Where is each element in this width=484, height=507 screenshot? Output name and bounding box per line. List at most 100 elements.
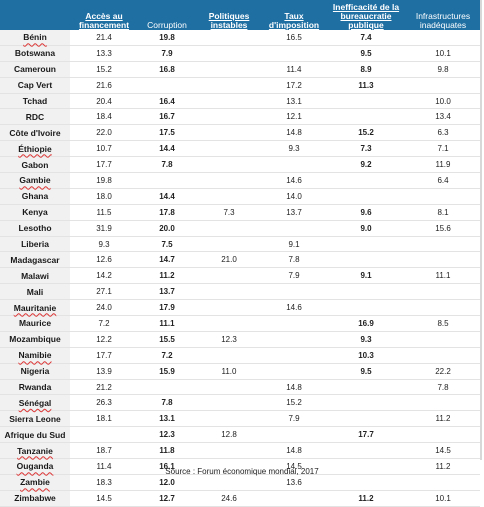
value-cell <box>326 283 406 301</box>
value-cell <box>196 93 262 110</box>
country-cell: Cameroun <box>0 61 70 78</box>
value-cell: 11.2 <box>326 490 406 507</box>
country-name: Mozambique <box>9 334 61 345</box>
country-name: Côte d'Ivoire <box>9 127 61 138</box>
value-cell: 9.3 <box>70 236 138 253</box>
country-name: Malawi <box>21 270 49 281</box>
value-cell: 7.8 <box>138 156 196 174</box>
value-cell: 16.9 <box>326 315 406 332</box>
value-cell: 18.1 <box>70 410 138 428</box>
value-cell: 27.1 <box>70 283 138 301</box>
table-row: Nigeria 13.9 15.9 11.0 9.5 22.2 <box>0 363 480 380</box>
value-cell: 7.9 <box>262 267 326 285</box>
table-header: Accès au financement Corruption Politiqu… <box>0 0 480 30</box>
header-label: Corruption <box>147 20 187 30</box>
header-label: Taux d'imposition <box>268 11 320 30</box>
value-cell <box>406 474 480 491</box>
country-cell: Malawi <box>0 267 70 285</box>
table-row: RDC 18.4 16.7 12.1 13.4 <box>0 108 480 126</box>
table-row: Tchad 20.4 16.4 13.1 10.0 <box>0 93 480 110</box>
header-taux: Taux d'imposition <box>262 0 326 30</box>
value-cell <box>262 490 326 507</box>
country-cell: Mauritanie <box>0 299 70 317</box>
value-cell: 15.2 <box>262 394 326 412</box>
value-cell: 20.0 <box>138 220 196 237</box>
value-cell: 9.8 <box>406 61 480 78</box>
value-cell: 7.9 <box>262 410 326 428</box>
value-cell: 14.8 <box>262 379 326 396</box>
table-row: Kenya 11.5 17.8 7.3 13.7 9.6 8.1 <box>0 204 480 221</box>
value-cell: 10.1 <box>406 490 480 507</box>
value-cell: 22.0 <box>70 124 138 142</box>
value-cell: 8.5 <box>406 315 480 332</box>
table-row: Madagascar 12.6 14.7 21.0 7.8 <box>0 251 480 269</box>
value-cell: 14.8 <box>262 124 326 142</box>
value-cell <box>326 299 406 317</box>
country-cell: Ghana <box>0 188 70 205</box>
source-note: Source : Forum économique mondial, 2017 <box>165 467 319 476</box>
value-cell <box>262 45 326 62</box>
country-name: Sénégal <box>18 397 52 408</box>
value-cell <box>326 458 406 475</box>
value-cell: 11.2 <box>406 410 480 428</box>
value-cell: 12.3 <box>138 426 196 444</box>
value-cell: 17.5 <box>138 124 196 142</box>
value-cell <box>406 426 480 444</box>
table-row: Namibie 17.7 7.2 10.3 <box>0 347 480 364</box>
value-cell: 13.7 <box>138 283 196 301</box>
value-cell <box>196 442 262 460</box>
header-row: Accès au financement Corruption Politiqu… <box>0 0 480 30</box>
value-cell: 13.3 <box>70 45 138 62</box>
value-cell <box>196 61 262 78</box>
country-name: RDC <box>25 111 45 122</box>
value-cell: 15.9 <box>138 363 196 380</box>
country-cell: Afrique du Sud <box>0 426 70 444</box>
country-cell: Sénégal <box>0 394 70 412</box>
value-cell <box>196 124 262 142</box>
table-row: Zambie 18.3 12.0 13.6 <box>0 474 480 491</box>
table-row: Mali 27.1 13.7 <box>0 283 480 301</box>
table-row: Bénin 21.4 19.8 16.5 7.4 <box>0 30 480 46</box>
table-row: Maurice 7.2 11.1 16.9 8.5 <box>0 315 480 332</box>
header-infrastructures: Infrastructures inadéquates <box>406 0 480 30</box>
value-cell: 7.2 <box>70 315 138 332</box>
value-cell <box>406 30 480 46</box>
value-cell <box>262 363 326 380</box>
table-row: Cameroun 15.2 16.8 11.4 8.9 9.8 <box>0 61 480 78</box>
value-cell: 6.3 <box>406 124 480 142</box>
value-cell: 16.5 <box>262 30 326 46</box>
value-cell <box>196 267 262 285</box>
country-cell: Lesotho <box>0 220 70 237</box>
country-name: Éthiopie <box>18 143 52 154</box>
value-cell <box>196 394 262 412</box>
value-cell: 13.9 <box>70 363 138 380</box>
value-cell: 9.0 <box>326 220 406 237</box>
country-name: Mali <box>26 286 44 297</box>
table-row: Malawi 14.2 11.2 7.9 9.1 11.1 <box>0 267 480 285</box>
country-cell: Namibie <box>0 347 70 364</box>
value-cell: 9.5 <box>326 45 406 62</box>
value-cell: 14.5 <box>262 458 326 475</box>
header-bureaucratie: Inefficacité de la bureaucratie publique <box>326 0 406 30</box>
country-name: Lesotho <box>18 223 52 234</box>
value-cell <box>138 379 196 396</box>
value-cell: 10.3 <box>326 347 406 364</box>
header-country <box>0 0 70 30</box>
country-name: Kenya <box>22 207 48 218</box>
value-cell <box>406 331 480 348</box>
header-corruption: Corruption <box>138 0 196 30</box>
country-cell: Tchad <box>0 93 70 110</box>
country-name: Ouganda <box>16 461 54 472</box>
value-cell: 22.2 <box>406 363 480 380</box>
country-cell: Mozambique <box>0 331 70 348</box>
country-cell: Madagascar <box>0 251 70 269</box>
country-name: Liberia <box>21 239 49 250</box>
value-cell: 11.5 <box>70 204 138 221</box>
country-name: Madagascar <box>10 254 60 265</box>
value-cell: 10.1 <box>406 45 480 62</box>
value-cell: 15.5 <box>138 331 196 348</box>
value-cell: 10.7 <box>70 140 138 158</box>
value-cell <box>326 394 406 412</box>
value-cell <box>406 299 480 317</box>
